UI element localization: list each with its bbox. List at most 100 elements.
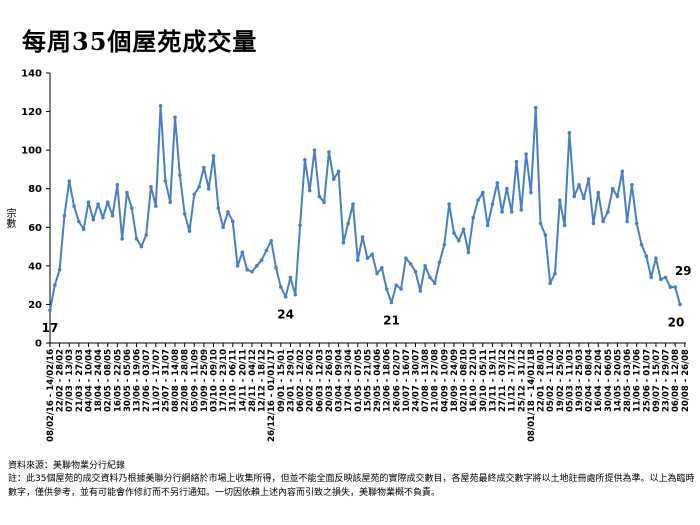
data-point xyxy=(428,275,432,280)
data-point xyxy=(245,267,249,272)
x-tick-label: 20/08 - 26/08 xyxy=(681,349,691,412)
x-tick-label: 08/08 - 14/08 xyxy=(171,349,181,412)
series-weekly-transactions xyxy=(49,104,681,311)
data-point xyxy=(365,256,370,260)
x-tick-label: 20/03 - 26/03 xyxy=(325,349,335,412)
data-points xyxy=(48,103,682,313)
data-point xyxy=(264,248,269,253)
x-tick-label: 31/10 - 06/11 xyxy=(229,349,239,412)
data-point xyxy=(663,275,668,280)
source-note: 資料來源：美聯物業分行紀錄 xyxy=(8,461,126,471)
data-point xyxy=(505,186,509,191)
x-tick-label: 17/10 - 23/10 xyxy=(219,349,229,412)
data-point xyxy=(548,281,552,286)
data-point xyxy=(182,211,187,216)
data-point xyxy=(105,200,110,205)
data-point xyxy=(630,183,634,187)
x-tick-label: 28/11 - 04/12 xyxy=(248,349,258,412)
x-tick-label: 29/05 - 04/06 xyxy=(373,349,383,412)
data-point xyxy=(649,275,653,280)
y-tick-label: 80 xyxy=(28,184,42,195)
y-axis-label: 宗數 xyxy=(4,208,15,228)
data-point xyxy=(601,219,605,224)
x-tick-label: 23/01 - 29/01 xyxy=(286,349,296,412)
x-tick-label: 02/04 - 08/04 xyxy=(585,349,595,412)
x-tick-label: 11/06 - 17/06 xyxy=(633,349,643,412)
data-point xyxy=(226,210,230,214)
x-tick-label: 24/07 - 30/07 xyxy=(411,349,421,412)
x-tick-label: 16/05 - 22/05 xyxy=(113,349,123,412)
data-point xyxy=(158,103,163,108)
data-point xyxy=(178,173,182,178)
data-point xyxy=(384,287,389,291)
data-point xyxy=(274,265,278,270)
data-point xyxy=(586,177,591,181)
data-point xyxy=(254,264,259,268)
x-tick-label: 21/08 - 27/08 xyxy=(431,349,441,412)
data-point xyxy=(101,215,105,220)
data-label: 20 xyxy=(668,315,685,329)
x-tick-label: 20/02 - 26/02 xyxy=(306,349,316,412)
x-tick-label: 07/08 - 13/08 xyxy=(421,349,431,412)
x-tick-label: 11/12 - 17/12 xyxy=(508,349,518,412)
data-point xyxy=(293,292,298,297)
data-point xyxy=(442,242,447,247)
y-tick-label: 0 xyxy=(35,339,42,350)
data-point xyxy=(399,287,403,291)
data-point xyxy=(168,200,173,205)
data-point xyxy=(461,227,466,232)
data-point xyxy=(355,258,360,262)
data-point xyxy=(202,165,206,170)
data-point xyxy=(591,221,596,226)
x-tick-label: 26/12/16 - 01/01/17 xyxy=(267,349,277,442)
x-tick-label: 03/10 - 09/10 xyxy=(210,349,220,412)
data-point xyxy=(596,190,601,195)
x-tick-label: 05/09 - 11/09 xyxy=(190,349,200,412)
data-point xyxy=(481,190,485,195)
series-line xyxy=(49,104,681,311)
data-point xyxy=(389,300,394,305)
x-tick-label: 10/07 - 16/07 xyxy=(402,349,412,412)
data-point xyxy=(668,285,673,289)
data-point xyxy=(572,194,576,199)
data-point xyxy=(221,225,225,230)
data-point xyxy=(134,237,139,241)
x-tick-label: 05/02 - 11/02 xyxy=(546,349,556,412)
data-point xyxy=(312,148,317,152)
data-point xyxy=(610,186,615,191)
data-label: 24 xyxy=(277,308,294,322)
data-point xyxy=(529,190,533,195)
x-tick-label: 30/04 - 06/05 xyxy=(604,349,614,412)
data-point xyxy=(519,208,524,212)
x-tick-label: 05/03 - 11/03 xyxy=(565,349,575,412)
data-point xyxy=(216,206,221,210)
data-point xyxy=(346,221,350,226)
x-tick-label: 28/05 - 03/06 xyxy=(623,349,633,412)
data-point xyxy=(625,219,629,224)
data-point xyxy=(538,221,543,226)
data-point xyxy=(423,264,427,268)
data-point xyxy=(230,219,235,224)
data-point xyxy=(639,242,644,247)
data-point xyxy=(139,244,144,249)
data-point xyxy=(336,169,341,174)
x-tick-label: 16/04 - 22/04 xyxy=(594,349,604,412)
data-point xyxy=(72,204,76,208)
data-point xyxy=(577,183,581,187)
x-tick-label: 14/05 - 20/05 xyxy=(613,349,623,412)
data-point xyxy=(533,105,538,110)
data-point xyxy=(288,275,293,280)
data-point xyxy=(562,223,567,228)
x-tick-label: 06/03 - 12/03 xyxy=(315,349,325,412)
x-tick-label: 18/09 - 24/09 xyxy=(450,349,460,412)
data-point xyxy=(370,252,375,257)
data-point xyxy=(413,269,418,274)
data-point xyxy=(432,281,437,286)
data-point xyxy=(250,269,254,274)
y-tick-label: 120 xyxy=(21,107,42,118)
x-tick-label: 25/06 - 01/07 xyxy=(642,349,652,412)
data-point xyxy=(658,277,663,282)
data-point xyxy=(187,229,192,233)
data-point xyxy=(620,169,625,174)
data-point xyxy=(115,183,120,187)
